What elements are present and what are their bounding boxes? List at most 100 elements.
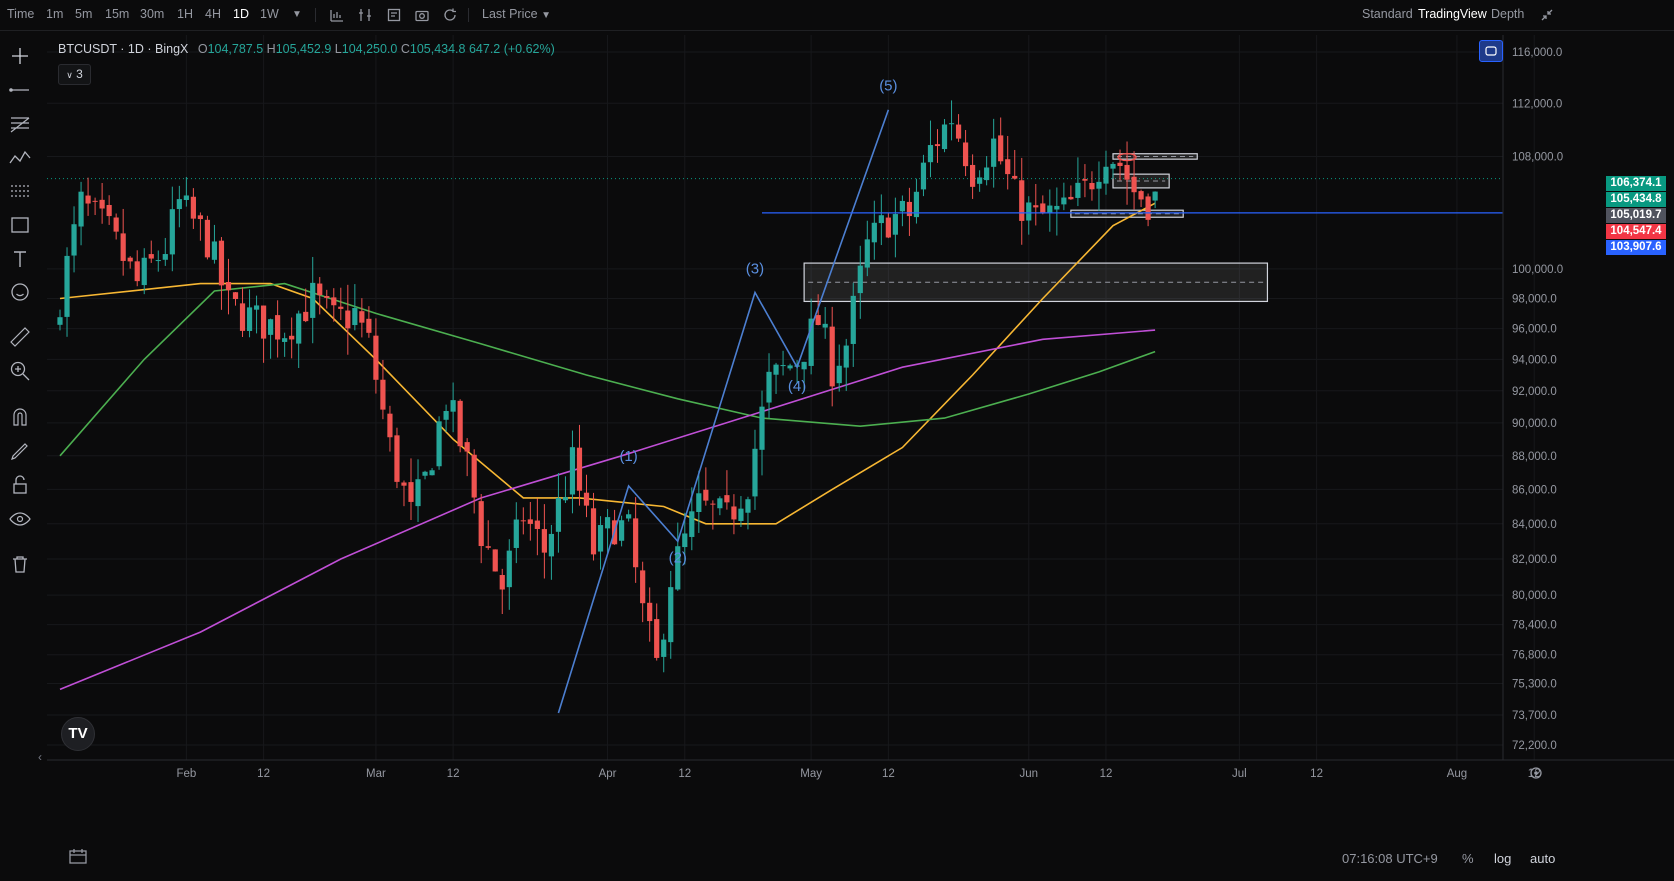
candle-body (970, 164, 976, 187)
candle-body (1068, 196, 1074, 200)
clock[interactable]: 07:16:08 UTC+9 (1342, 851, 1438, 866)
text-icon[interactable] (6, 245, 34, 273)
candle (324, 289, 330, 309)
candle-body (619, 520, 625, 541)
candle-body (583, 492, 590, 506)
price-type-select[interactable]: Last Price ▼ (482, 0, 551, 30)
trash-icon[interactable] (6, 550, 34, 578)
candle-body (282, 338, 288, 342)
candle-body (253, 305, 260, 310)
camera-icon[interactable] (414, 0, 430, 30)
lock-icon[interactable] (6, 471, 34, 499)
candle-body (232, 292, 239, 300)
auto-toggle[interactable]: auto (1530, 851, 1556, 866)
crosshair-icon[interactable] (6, 42, 34, 70)
rectangle-icon[interactable] (6, 211, 34, 239)
tradingview-logo[interactable]: TV (61, 717, 95, 751)
candle (415, 459, 421, 523)
sync-button[interactable] (1479, 40, 1503, 62)
candle-body (1152, 191, 1158, 201)
candle (303, 288, 309, 323)
candle (169, 186, 175, 272)
indicator-count: 3 (76, 67, 83, 81)
candle-body (366, 318, 372, 333)
date-range-icon[interactable] (68, 847, 88, 868)
collapse-icon[interactable] (1540, 0, 1554, 30)
candle-body (752, 448, 758, 497)
candle-body (155, 260, 161, 262)
draw-mode-icon[interactable] (6, 437, 34, 465)
indicators-toggle[interactable]: ∨ 3 (58, 64, 91, 85)
trend-line-icon[interactable] (6, 76, 34, 104)
candle-body (211, 241, 218, 260)
candle (78, 181, 84, 246)
percent-toggle[interactable]: % (1462, 851, 1474, 866)
emoji-icon[interactable] (6, 278, 34, 306)
time-tick-label: May (800, 768, 822, 780)
price-tick-label: 112,000.0 (1512, 98, 1562, 110)
zoom-icon[interactable] (6, 357, 34, 385)
candle-body (429, 470, 435, 476)
candle-body (394, 435, 400, 482)
collapse-toolbar-icon[interactable]: ‹ (38, 750, 42, 764)
candle-body (1082, 179, 1088, 181)
interval-1d[interactable]: 1D (233, 7, 249, 21)
interval-30m[interactable]: 30m (140, 7, 165, 21)
reset-icon[interactable] (442, 0, 458, 30)
chart-type-icon[interactable] (329, 0, 345, 30)
magnet-icon[interactable] (6, 403, 34, 431)
candle (864, 220, 870, 277)
indicators-icon[interactable] (357, 0, 373, 30)
candle (604, 509, 611, 553)
symbol-title[interactable]: BTCUSDT · 1D · BingX (58, 42, 189, 56)
interval-1w[interactable]: 1W (260, 7, 279, 21)
interval-1m[interactable]: 1m (46, 7, 64, 21)
interval-5m[interactable]: 5m (75, 7, 93, 21)
candle (506, 539, 512, 610)
candle (148, 240, 154, 263)
candle (127, 256, 133, 269)
time-label[interactable]: Time (7, 7, 35, 21)
candle-body (604, 517, 611, 529)
candle-body (183, 195, 189, 201)
candle (1082, 164, 1088, 198)
candle-body (415, 479, 421, 507)
candle-body (984, 167, 990, 181)
interval-15m[interactable]: 15m (105, 7, 130, 21)
candle-body (836, 365, 842, 384)
candle (478, 493, 484, 564)
view-depth[interactable]: Depth (1491, 7, 1525, 21)
sync-icon (1485, 46, 1497, 56)
price-tag-high: 106,374.1 (1606, 176, 1666, 191)
fib-icon[interactable] (6, 110, 34, 138)
candle (1033, 184, 1039, 226)
eye-icon[interactable] (6, 505, 34, 533)
candle-body (724, 495, 730, 503)
ruler-icon[interactable] (6, 323, 34, 351)
log-toggle[interactable]: log (1494, 851, 1512, 866)
candle (640, 561, 646, 623)
interval-4h[interactable]: 4H (205, 7, 221, 21)
view-standard[interactable]: Standard (1362, 7, 1413, 21)
candle (787, 363, 793, 371)
candle (555, 473, 562, 553)
pattern-icon[interactable] (6, 143, 34, 171)
candle-body (85, 195, 91, 204)
interval-dropdown-icon[interactable]: ▼ (292, 9, 302, 20)
templates-icon[interactable] (386, 0, 402, 30)
candle (927, 120, 934, 178)
candle (99, 182, 105, 224)
candle-body (857, 265, 863, 294)
candle (485, 520, 491, 550)
time-tick-label: Feb (176, 768, 196, 780)
interval-1h[interactable]: 1H (177, 7, 193, 21)
candle-body (534, 520, 540, 529)
candle-body (380, 379, 386, 410)
candle (429, 468, 435, 476)
forecast-icon[interactable] (6, 177, 34, 205)
candle (941, 119, 948, 153)
candle (64, 247, 70, 337)
candle-body (359, 311, 365, 323)
view-tradingview[interactable]: TradingView (1418, 7, 1487, 21)
